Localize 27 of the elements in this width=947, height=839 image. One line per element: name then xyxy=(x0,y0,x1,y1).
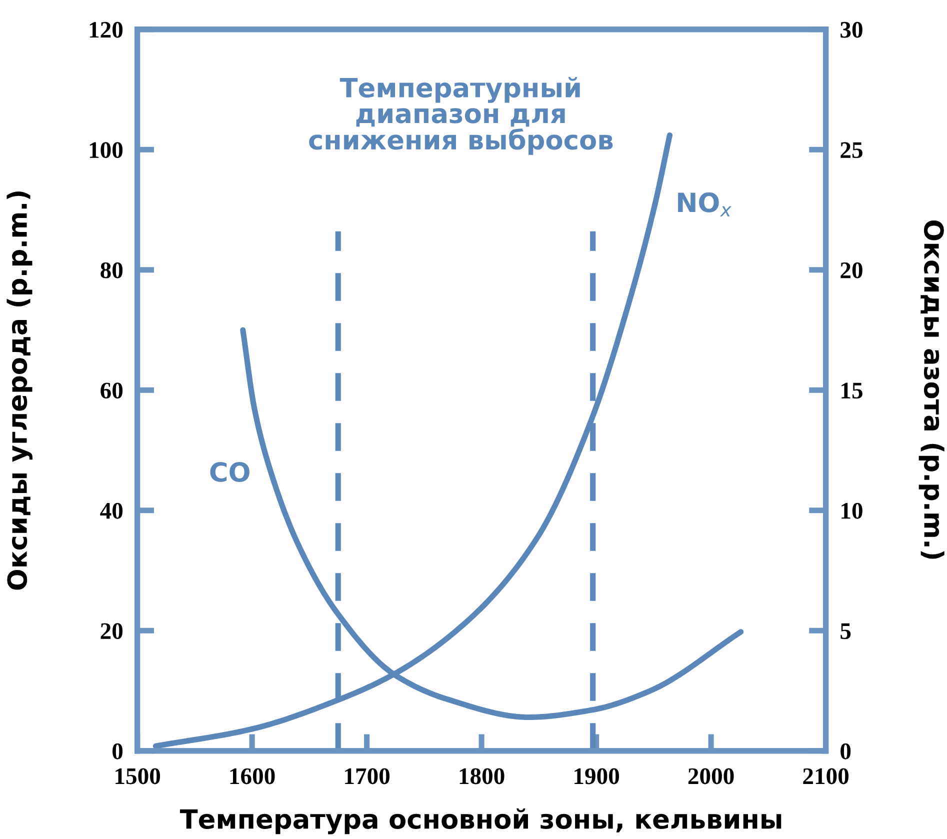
y-tick-label: 120 xyxy=(90,22,123,38)
y2-axis-title: Оксиды азота (p.p.m.) xyxy=(918,220,944,559)
y2-tick-label: 0 xyxy=(840,743,851,760)
y-tick-label: 20 xyxy=(100,623,123,640)
y2-tick-label: 25 xyxy=(840,142,862,158)
y-axis-title: Оксиды углерода (p.p.m.) xyxy=(6,191,32,590)
x-tick-label: 1700 xyxy=(345,768,390,784)
y-tick-label: 40 xyxy=(100,502,123,519)
x-tick-label: 2000 xyxy=(688,768,734,784)
y2-tick-label: 10 xyxy=(842,502,862,519)
y-tick-label: 0 xyxy=(112,743,123,760)
y-tick-label: 60 xyxy=(100,382,123,399)
x-tick-label: 1900 xyxy=(574,768,620,784)
annotation: Температурный диапазон для снижения выбросов xyxy=(309,77,613,155)
x-axis-title: Температура основной зоны, кельвины xyxy=(180,808,782,834)
x-tick-label: 2100 xyxy=(803,768,848,784)
y2-tick-label: 15 xyxy=(842,382,862,399)
y-tick-label: 80 xyxy=(100,262,123,278)
x-tick-label: 1600 xyxy=(230,768,275,784)
x-tick-label: 1800 xyxy=(460,768,504,784)
y2-tick-label: 20 xyxy=(840,262,862,278)
x-tick-label: 1500 xyxy=(116,768,160,784)
y-tick-label: 100 xyxy=(90,142,123,158)
y2-tick-label: 5 xyxy=(840,623,851,640)
series-label: CO xyxy=(210,462,250,482)
series-label: NO$_{x}$ xyxy=(678,192,732,216)
y2-tick-label: 30 xyxy=(840,22,862,38)
